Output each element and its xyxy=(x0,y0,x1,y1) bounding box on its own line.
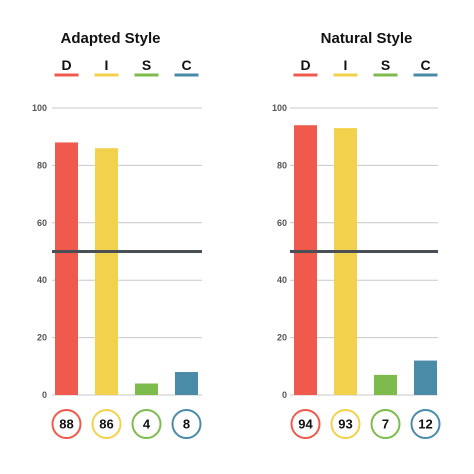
legend-label-c: C xyxy=(181,57,191,73)
y-tick-label: 20 xyxy=(277,333,287,343)
legend-label-s: S xyxy=(142,57,151,73)
y-tick-label: 40 xyxy=(37,275,47,285)
legend-label-d: D xyxy=(300,57,310,73)
bar-s xyxy=(135,384,158,395)
value-label-d: 88 xyxy=(59,417,73,432)
y-tick-label: 100 xyxy=(32,103,47,113)
legend-swatch-c xyxy=(414,74,438,77)
bar-s xyxy=(374,375,397,395)
bar-c xyxy=(414,361,437,395)
adapted-style-chart: 0 20 40 60 80 100 D 88 I 86 S 4 C 8 xyxy=(0,0,237,474)
adapted-style-panel: Adapted Style 0 20 40 60 80 100 D 88 I 86 S 4 C 8 xyxy=(0,0,237,474)
legend-label-i: I xyxy=(344,57,348,73)
natural-style-panel: Natural Style 0 20 40 60 80 100 D 94 I 93 S 7 C 12 xyxy=(237,0,474,474)
y-tick-label: 60 xyxy=(37,218,47,228)
y-tick-label: 0 xyxy=(42,390,47,400)
legend-swatch-i xyxy=(95,74,119,77)
y-tick-label: 80 xyxy=(37,160,47,170)
legend-label-c: C xyxy=(420,57,430,73)
bar-i xyxy=(334,128,357,395)
legend-swatch-c xyxy=(175,74,199,77)
value-label-c: 12 xyxy=(418,417,432,432)
value-label-d: 94 xyxy=(298,417,313,432)
value-label-i: 86 xyxy=(99,417,113,432)
y-tick-label: 0 xyxy=(282,390,287,400)
legend-swatch-d xyxy=(294,74,318,77)
y-tick-label: 80 xyxy=(277,160,287,170)
threshold-line xyxy=(52,250,202,253)
value-label-c: 8 xyxy=(183,417,190,432)
y-tick-label: 40 xyxy=(277,275,287,285)
natural-style-chart: 0 20 40 60 80 100 D 94 I 93 S 7 C 12 xyxy=(237,0,474,474)
value-label-s: 7 xyxy=(382,417,389,432)
bar-c xyxy=(175,372,198,395)
y-tick-label: 20 xyxy=(37,333,47,343)
legend-swatch-s xyxy=(135,74,159,77)
bar-d xyxy=(55,142,78,395)
y-tick-label: 60 xyxy=(277,218,287,228)
value-label-i: 93 xyxy=(338,417,352,432)
legend-label-d: D xyxy=(61,57,71,73)
legend-label-i: I xyxy=(105,57,109,73)
bar-d xyxy=(294,125,317,395)
bar-i xyxy=(95,148,118,395)
legend-swatch-i xyxy=(334,74,358,77)
legend-label-s: S xyxy=(381,57,390,73)
legend-swatch-d xyxy=(55,74,79,77)
y-tick-label: 100 xyxy=(272,103,287,113)
legend-swatch-s xyxy=(374,74,398,77)
value-label-s: 4 xyxy=(143,417,151,432)
threshold-line xyxy=(290,250,438,253)
